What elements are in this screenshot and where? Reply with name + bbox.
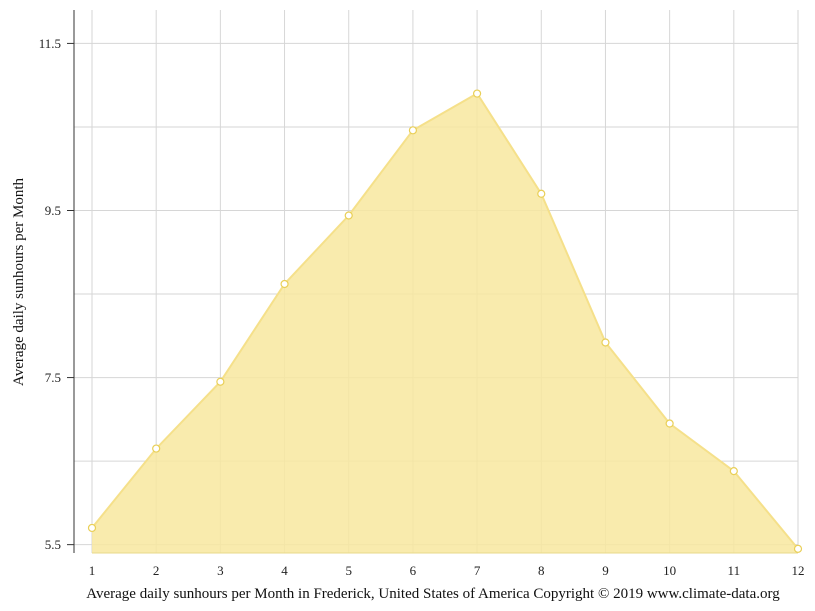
x-axis-title: Average daily sunhours per Month in Fred… [86,586,780,602]
data-point [280,279,289,289]
data-point [216,377,225,386]
y-tick-label: 5.5 [45,537,61,552]
x-tick-label: 8 [538,563,545,578]
data-point [665,419,674,428]
data-point [793,544,803,553]
y-tick-labels: 11.5 9.5 7.5 5.5 [39,36,61,552]
data-point [152,444,161,453]
x-tick-label: 3 [217,563,224,578]
data-point [472,89,482,98]
data-point [537,189,546,198]
axes [67,10,798,554]
x-tick-label: 2 [153,563,160,578]
x-tick-label: 10 [663,563,676,578]
x-tick-label: 4 [281,563,288,578]
data-point [87,523,97,533]
data-point [408,126,418,135]
x-tick-label: 1 [89,563,96,578]
x-tick-label: 6 [410,563,417,578]
x-tick-label: 9 [602,563,609,578]
series-line [91,92,799,550]
x-tick-labels: 1 2 3 4 5 6 7 8 9 10 11 12 [89,563,805,578]
data-point [729,467,738,476]
y-tick-label: 9.5 [45,203,61,218]
data-point [601,338,610,347]
y-tick-label: 11.5 [39,36,61,51]
x-tick-label: 5 [345,563,352,578]
data-point [344,211,353,220]
y-tick-label: 7.5 [45,370,61,385]
x-tick-label: 11 [728,563,741,578]
x-tick-label: 12 [792,563,805,578]
series-area-fill [92,93,798,553]
y-axis-title: Average daily sunhours per Month [11,178,27,387]
data-points [87,89,803,553]
x-tick-label: 7 [474,563,481,578]
